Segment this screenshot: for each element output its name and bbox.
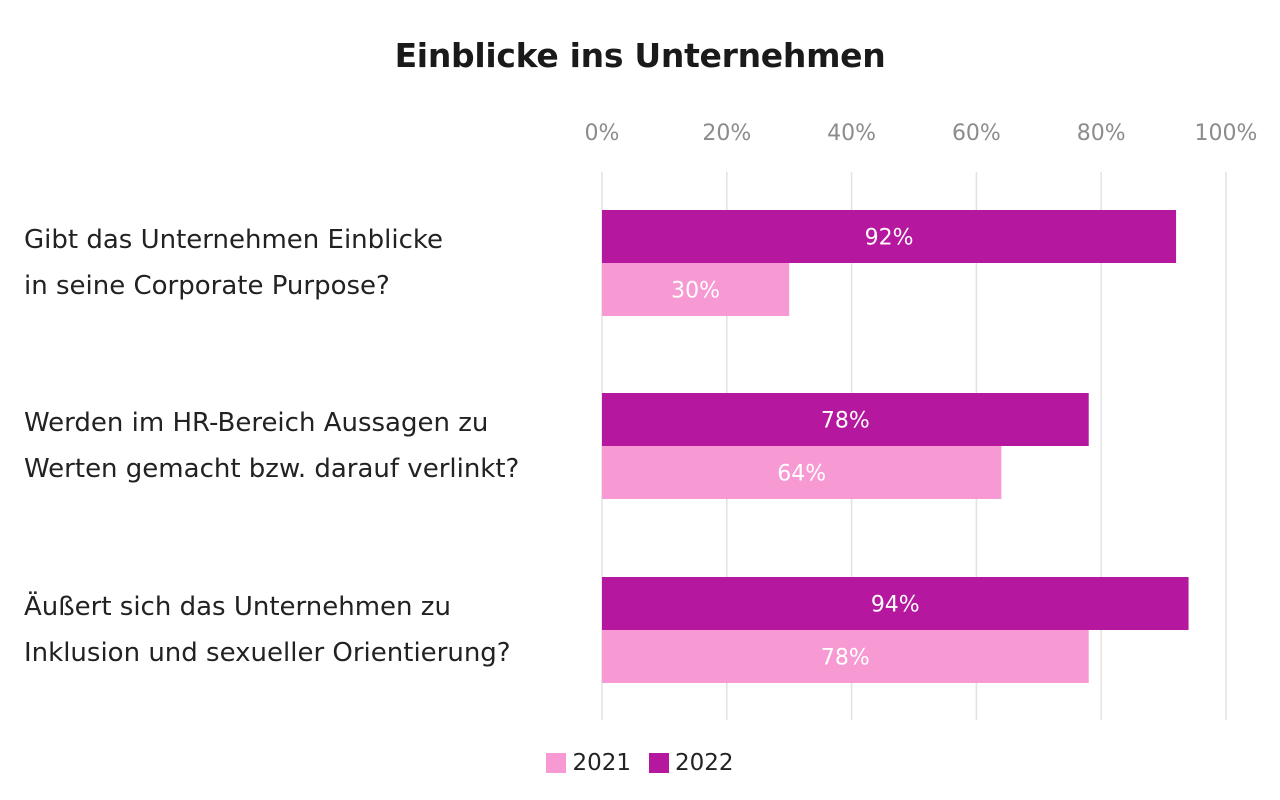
- data-label: 30%: [671, 279, 720, 304]
- x-tick-label: 60%: [952, 121, 1001, 146]
- legend-item-2022: 2022: [649, 750, 734, 776]
- legend-label: 2021: [572, 750, 631, 776]
- bar-2021: [602, 446, 1002, 499]
- data-label: 94%: [871, 593, 920, 618]
- chart-title: Einblicke ins Unternehmen: [394, 36, 886, 75]
- x-tick-label: 20%: [702, 121, 751, 146]
- bar-2022: [602, 393, 1089, 446]
- category-label: Werten gemacht bzw. darauf verlinkt?: [24, 454, 519, 484]
- data-label: 78%: [821, 646, 870, 671]
- x-tick-label: 100%: [1195, 121, 1258, 146]
- category-label: Werden im HR-Bereich Aussagen zu: [24, 408, 488, 438]
- bar-2022: [602, 577, 1189, 630]
- x-tick-label: 40%: [827, 121, 876, 146]
- legend-label: 2022: [675, 750, 734, 776]
- legend-swatch: [649, 753, 669, 773]
- bar-2022: [602, 210, 1177, 263]
- category-label: Inklusion und sexueller Orientierung?: [24, 638, 511, 668]
- category-label: Äußert sich das Unternehmen zu: [24, 590, 451, 622]
- data-label: 78%: [821, 409, 870, 434]
- x-tick-label: 80%: [1077, 121, 1126, 146]
- legend: 2021 2022: [0, 750, 1280, 776]
- data-label: 64%: [777, 462, 826, 487]
- x-tick-label: 0%: [585, 121, 620, 146]
- category-label: Gibt das Unternehmen Einblicke: [24, 225, 443, 255]
- category-label: in seine Corporate Purpose?: [24, 271, 390, 301]
- bar-2021: [602, 630, 1089, 683]
- legend-item-2021: 2021: [546, 750, 631, 776]
- bar-2021: [602, 263, 790, 316]
- data-label: 92%: [865, 226, 914, 251]
- legend-swatch: [546, 753, 567, 773]
